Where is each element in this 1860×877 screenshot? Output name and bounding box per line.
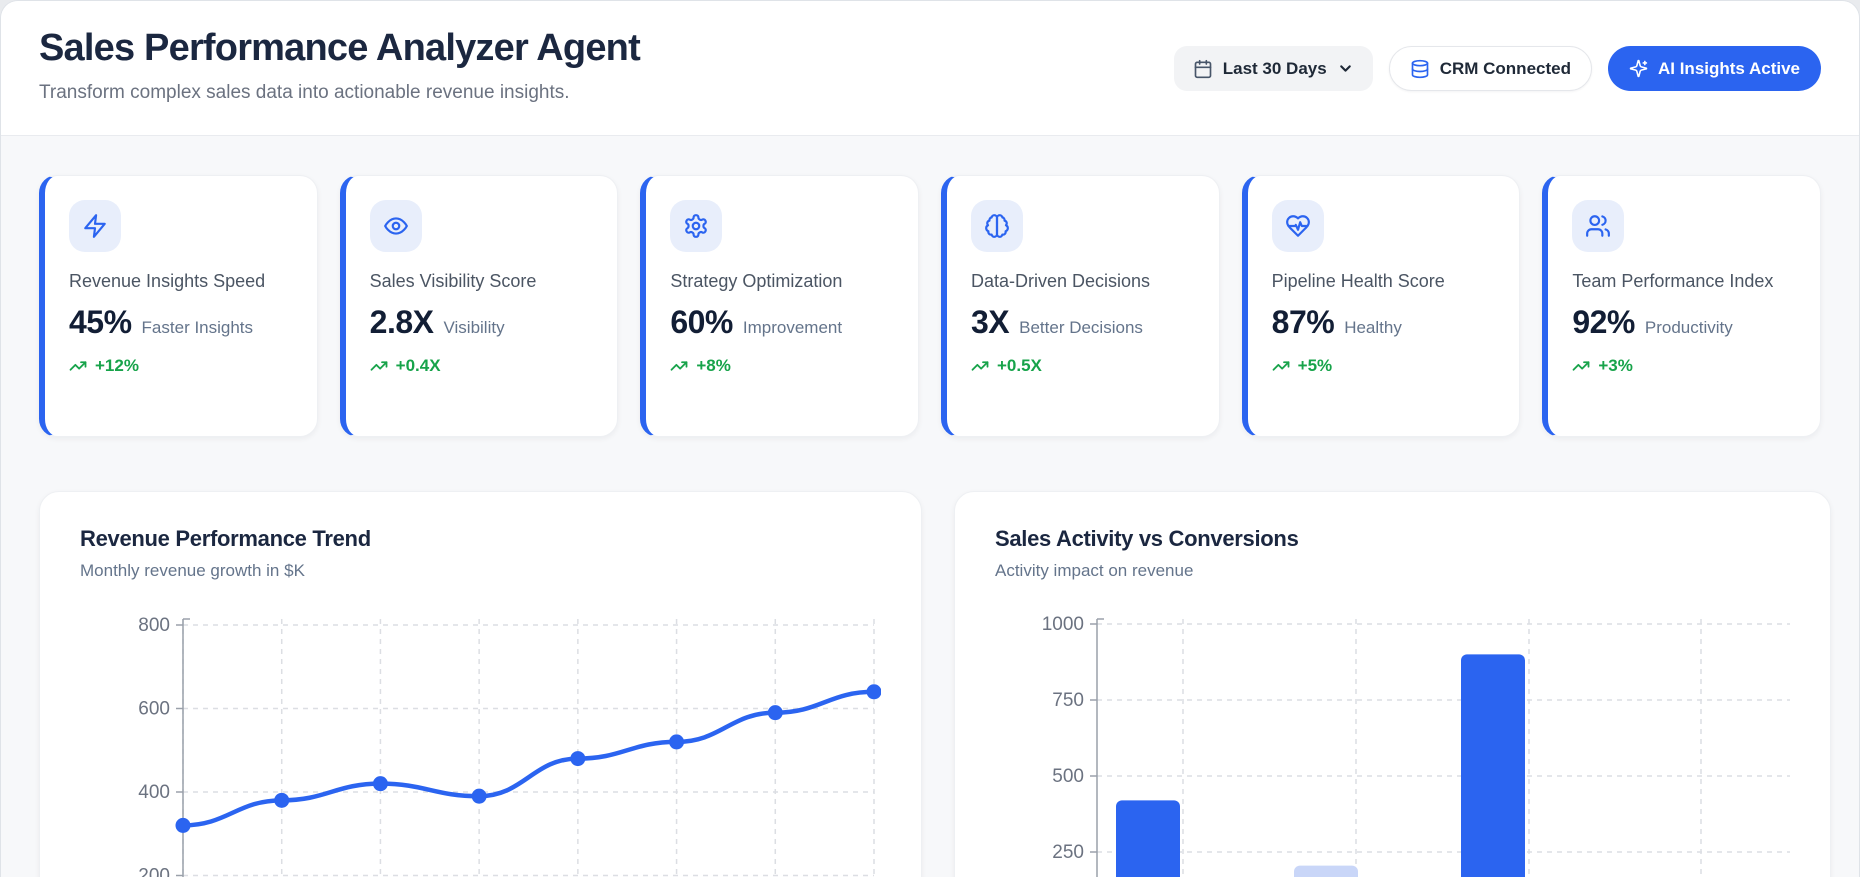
stat-card-revenue-insights: Revenue Insights Speed 45% Faster Insight… bbox=[39, 175, 318, 437]
trending-up-icon bbox=[971, 357, 989, 375]
stat-trend: +5% bbox=[1272, 356, 1500, 376]
stat-card-strategy-optimization: Strategy Optimization 60% Improvement +8% bbox=[640, 175, 919, 437]
stat-value: 3X bbox=[970, 303, 1010, 340]
chart-title: Revenue Performance Trend bbox=[80, 526, 371, 551]
chart-subtitle: Activity impact on revenue bbox=[995, 561, 1194, 580]
chart-title: Sales Activity vs Conversions bbox=[995, 526, 1299, 551]
brain-icon bbox=[984, 213, 1010, 239]
trending-up-icon bbox=[370, 357, 388, 375]
stat-label: Strategy Optimization bbox=[670, 271, 843, 291]
trending-up-icon bbox=[1272, 357, 1290, 375]
stat-value: 45% bbox=[69, 303, 132, 340]
stat-sub-label: Productivity bbox=[1644, 317, 1733, 337]
crm-connected-label: CRM Connected bbox=[1439, 58, 1571, 78]
gear-icon bbox=[683, 213, 709, 239]
stat-trend: +0.5X bbox=[971, 356, 1199, 376]
stat-value: 60% bbox=[670, 303, 733, 340]
stat-trend: +12% bbox=[69, 356, 297, 376]
date-range-button[interactable]: Last 30 Days bbox=[1173, 46, 1373, 91]
stat-trend: +0.4X bbox=[370, 356, 598, 376]
svg-text:600: 600 bbox=[138, 699, 170, 720]
trending-up-icon bbox=[69, 357, 87, 375]
stat-label: Sales Visibility Score bbox=[369, 271, 537, 291]
sparkles-icon bbox=[1629, 59, 1648, 78]
sales-activity-chart-card: Sales Activity vs Conversions Activity i… bbox=[954, 491, 1831, 877]
stat-sub-label: Faster Insights bbox=[141, 317, 254, 337]
header: Sales Performance Analyzer Agent Transfo… bbox=[1, 1, 1859, 136]
ai-insights-label: AI Insights Active bbox=[1657, 58, 1800, 78]
svg-text:400: 400 bbox=[138, 782, 170, 803]
trending-up-icon bbox=[670, 357, 688, 375]
stat-card-team-performance: Team Performance Index 92% Productivity +… bbox=[1542, 175, 1821, 437]
stat-card-data-driven-decisions: Data-Driven Decisions 3X Better Decisions… bbox=[940, 175, 1220, 437]
eye-icon bbox=[383, 213, 409, 239]
database-icon bbox=[1410, 59, 1430, 79]
heart-pulse-icon bbox=[1285, 213, 1311, 239]
stat-label: Team Performance Index bbox=[1572, 271, 1774, 291]
stats-row: Revenue Insights Speed 45% Faster Insight… bbox=[1, 175, 1859, 437]
stat-trend: +3% bbox=[1572, 356, 1800, 376]
zap-icon bbox=[82, 213, 108, 239]
revenue-trend-chart-card: Revenue Performance Trend Monthly revenu… bbox=[39, 491, 922, 877]
page-title: Sales Performance Analyzer Agent bbox=[39, 27, 641, 69]
crm-connected-badge[interactable]: CRM Connected bbox=[1388, 46, 1592, 91]
sales-activity-bar-chart: 1000 750 500 250 bbox=[1042, 614, 1790, 877]
svg-text:250: 250 bbox=[1052, 842, 1084, 863]
header-controls: Last 30 Days CRM Connected AI Insights A… bbox=[1173, 46, 1821, 91]
page-subtitle: Transform complex sales data into action… bbox=[39, 82, 570, 103]
svg-text:1000: 1000 bbox=[1042, 614, 1084, 635]
users-icon bbox=[1585, 213, 1611, 239]
stat-trend: +8% bbox=[670, 356, 898, 376]
stat-sub-label: Visibility bbox=[443, 317, 505, 337]
revenue-trend-line-chart: 800 600 400 200 bbox=[138, 615, 881, 877]
stat-sub-label: Healthy bbox=[1344, 317, 1402, 337]
stat-sub-label: Improvement bbox=[742, 317, 843, 337]
stat-card-pipeline-health: Pipeline Health Score 87% Healthy +5% bbox=[1241, 175, 1521, 437]
stat-sub-label: Better Decisions bbox=[1019, 317, 1143, 337]
svg-text:750: 750 bbox=[1052, 690, 1084, 711]
trending-up-icon bbox=[1572, 357, 1590, 375]
svg-text:500: 500 bbox=[1052, 766, 1084, 787]
stat-card-sales-visibility: Sales Visibility Score 2.8X Visibility +0… bbox=[339, 175, 619, 437]
stat-label: Pipeline Health Score bbox=[1271, 271, 1445, 291]
stat-label: Data-Driven Decisions bbox=[970, 271, 1151, 291]
stat-value: 87% bbox=[1271, 303, 1335, 340]
stat-label: Revenue Insights Speed bbox=[69, 271, 266, 291]
charts-row: Revenue Performance Trend Monthly revenu… bbox=[1, 491, 1859, 877]
ai-insights-badge[interactable]: AI Insights Active bbox=[1607, 46, 1821, 91]
stat-value: 92% bbox=[1572, 303, 1635, 340]
stat-value: 2.8X bbox=[369, 303, 434, 340]
chart-subtitle: Monthly revenue growth in $K bbox=[80, 561, 305, 580]
date-range-label: Last 30 Days bbox=[1222, 58, 1327, 78]
svg-text:200: 200 bbox=[138, 866, 170, 877]
chevron-down-icon bbox=[1337, 60, 1354, 77]
calendar-icon bbox=[1193, 59, 1213, 79]
svg-text:800: 800 bbox=[138, 615, 170, 636]
